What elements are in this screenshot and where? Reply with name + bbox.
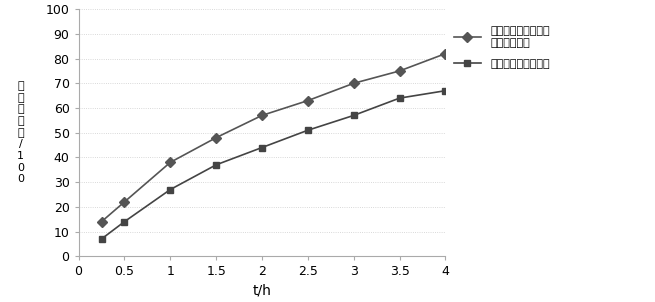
市售盐酸氨酮戊酸散 [166,188,174,191]
盐酸氨酮戊酸温度敏
感型原位凝胶 [212,136,220,140]
市售盐酸氨酮戊酸散 [258,146,266,149]
市售盐酸氨酮戊酸散 [98,237,105,241]
盐酸氨酮戊酸温度敏
感型原位凝胶 [121,200,128,204]
市售盐酸氨酮戊酸散 [304,128,312,132]
盐酸氨酮戊酸温度敏
感型原位凝胶 [396,69,403,73]
Legend: 盐酸氨酮戊酸温度敏
感型原位凝胶, 市售盐酸氨酮戊酸散: 盐酸氨酮戊酸温度敏 感型原位凝胶, 市售盐酸氨酮戊酸散 [449,21,554,73]
X-axis label: t/h: t/h [253,284,271,298]
盐酸氨酮戊酸温度敏
感型原位凝胶 [350,82,358,85]
盐酸氨酮戊酸温度敏
感型原位凝胶 [304,99,312,102]
盐酸氨酮戊酸温度敏
感型原位凝胶 [441,52,449,56]
Line: 市售盐酸氨酮戊酸散: 市售盐酸氨酮戊酸散 [98,87,449,243]
Line: 盐酸氨酮戊酸温度敏
感型原位凝胶: 盐酸氨酮戊酸温度敏 感型原位凝胶 [98,50,449,225]
市售盐酸氨酮戊酸散 [441,89,449,92]
Y-axis label: 累
计
释
放
率
/
1
0
0: 累 计 释 放 率 / 1 0 0 [17,81,24,184]
盐酸氨酮戊酸温度敏
感型原位凝胶 [98,220,105,223]
市售盐酸氨酮戊酸散 [396,96,403,100]
市售盐酸氨酮戊酸散 [350,114,358,117]
盐酸氨酮戊酸温度敏
感型原位凝胶 [258,114,266,117]
市售盐酸氨酮戊酸散 [121,220,128,223]
盐酸氨酮戊酸温度敏
感型原位凝胶 [166,161,174,164]
市售盐酸氨酮戊酸散 [212,163,220,167]
